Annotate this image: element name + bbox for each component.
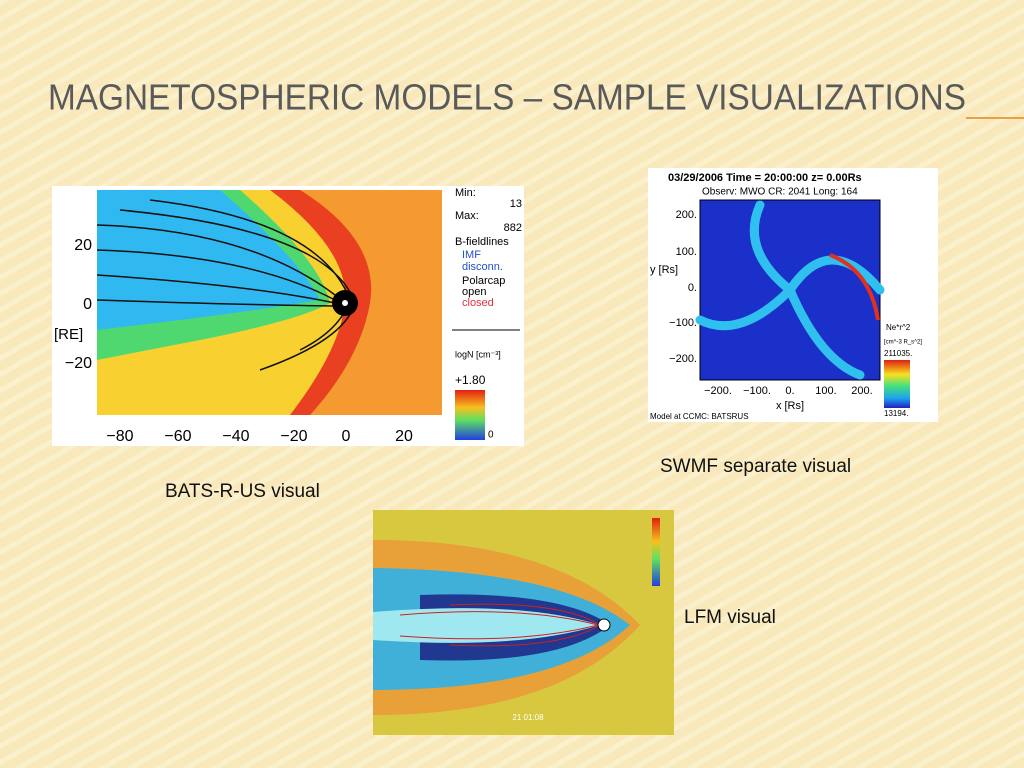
legend-text: open [462,286,486,298]
y-tick-label: 0 [83,296,92,313]
field-line [96,274,336,304]
legend-text: B-fieldlines [455,236,509,248]
lfm-image: 21 01:08 [373,510,674,735]
field-line [96,224,336,296]
x-tick-label: −100. [743,385,771,397]
spiral-arms [695,200,885,380]
plot-header: 03/29/2006 Time = 20:00:00 z= 0.00Rs [668,172,862,184]
plot-subheader: Observ: MWO CR: 2041 Long: 164 [702,187,858,198]
y-tick-label: 0. [688,282,697,294]
legend-text: IMF [462,249,481,261]
x-tick-label: −60 [164,428,191,445]
x-tick-label: 0 [342,428,351,445]
colorbar-min: 13194. [884,409,908,418]
legend-text: Polarcap [462,275,505,287]
field-line [96,299,336,307]
x-tick-label: −200. [704,385,732,397]
colorbar [884,360,910,408]
planet [597,618,611,632]
caption: SWMF separate visual [660,456,851,477]
colorbar-title: Ne*r^2 [886,323,911,332]
y-tick-label: −20 [65,355,92,372]
spiral-arm [785,285,865,380]
plot-region [373,608,600,643]
legend-text: disconn. [462,261,503,273]
field-lines [96,199,356,371]
legend-text: closed [462,297,494,309]
x-tick-label: 100. [815,385,836,397]
field-line [119,209,356,371]
spiral-arm [695,285,795,331]
y-tick-label: −200. [669,353,697,365]
y-tick-label: 100. [676,246,697,258]
x-tick-label: 0. [785,385,794,397]
y-axis-label: [RE] [54,326,83,343]
colorbar [652,518,660,586]
colorbar-max: 211035. [884,349,912,358]
slide-title: MAGNETOSPHERIC MODELS – SAMPLE VISUALIZA… [48,77,966,118]
y-axis-label: y [Rs] [650,264,678,276]
x-axis-label: x [Rs] [776,400,804,412]
y-tick-label: −100. [669,317,697,329]
colorbar-unit: [cm^-3 R_s^2] [884,340,922,346]
spiral-arm-peak [829,253,880,321]
y-tick-label: 20 [74,237,92,254]
legend-text: 882 [504,222,522,234]
field-line [96,249,336,301]
caption: BATS-R-US visual [165,481,320,502]
field-line [149,199,351,351]
bats-image: 20 0 −20 −80 −60 −40 −20 0 20 [RE] Min: Max: 13 882 B-… [52,186,524,446]
x-tick-label: 200. [851,385,872,397]
colorbar-label: logN [cm⁻³] [455,349,501,359]
legend-text: 13 [510,198,522,210]
y-tick-label: 200. [676,209,697,221]
swmf-image: 03/29/2006 Time = 20:00:00 z= 0.00Rs Obse… [648,168,938,422]
timestamp: 21 01:08 [512,713,544,722]
caption: LFM visual [684,607,776,628]
colorbar-min: 0 [488,430,494,441]
colorbar [455,390,485,440]
legend-text: Min: [455,187,476,199]
planet-center [342,300,348,306]
colorbar-max: +1.80 [455,373,486,387]
x-tick-label: −80 [106,428,133,445]
x-tick-label: 20 [395,428,413,445]
x-tick-label: −20 [280,428,307,445]
legend-text: Max: [455,210,479,222]
plot-footer: Model at CCMC: BATSRUS [650,412,749,421]
x-tick-label: −40 [222,428,249,445]
spiral-arm [749,200,795,295]
spiral-arm [785,255,885,295]
